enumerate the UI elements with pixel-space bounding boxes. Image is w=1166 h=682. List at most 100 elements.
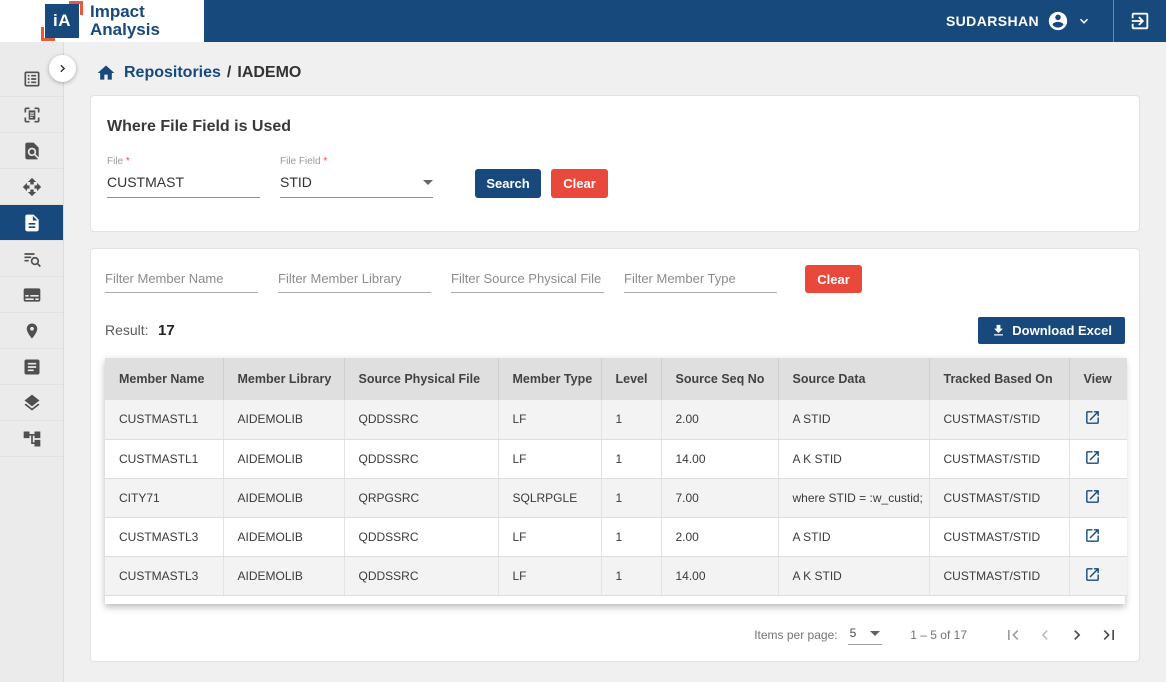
sidebar-item-article[interactable] (0, 349, 63, 385)
first-page-icon (1008, 629, 1019, 640)
user-avatar-icon[interactable] (1047, 10, 1069, 32)
table-cell: CITY71 (105, 478, 224, 518)
filter-member-type-input[interactable] (624, 265, 777, 293)
dropdown-caret-icon (423, 179, 433, 185)
column-header: Source Data (778, 358, 930, 400)
items-per-page-caret-icon (870, 630, 881, 636)
table-cell: AIDEMOLIB (223, 517, 345, 557)
clear-button[interactable]: Clear (551, 169, 608, 198)
table-cell: AIDEMOLIB (223, 556, 345, 596)
open-in-new-icon[interactable] (1084, 409, 1101, 426)
view-cell (1069, 517, 1127, 557)
sidebar-item-scan[interactable] (0, 97, 63, 133)
open-in-new-icon[interactable] (1084, 527, 1101, 544)
open-in-new-icon[interactable] (1084, 449, 1101, 466)
file-input[interactable]: CUSTMAST (107, 167, 260, 198)
sidebar-item-document[interactable] (0, 205, 63, 241)
sidebar-item-layers[interactable] (0, 385, 63, 421)
table-cell: CUSTMASTL1 (105, 400, 224, 440)
table-row: CUSTMASTL3 AIDEMOLIB QDDSSRC LF 1 2.00 A STID C… (105, 517, 1127, 557)
breadcrumb-separator: / (226, 64, 232, 81)
last-page-button[interactable] (1093, 619, 1125, 651)
table-cell: QDDSSRC (344, 400, 499, 440)
table-cell: AIDEMOLIB (223, 400, 345, 440)
file-field[interactable]: File * CUSTMAST (107, 156, 260, 198)
sidebar-item-move[interactable] (0, 169, 63, 205)
results-table-wrap: Member Name Member Library Source Physical… (105, 358, 1127, 604)
file-label: File * (107, 156, 130, 167)
sidebar-item-search-list[interactable] (0, 241, 63, 277)
brand-logo: iA Impact Analysis (0, 0, 204, 42)
filter-member-name-input[interactable] (105, 265, 258, 293)
card-icon (23, 287, 40, 302)
table-cell: A STID (778, 517, 930, 557)
sidebar-item-list[interactable] (0, 61, 63, 97)
sidebar (0, 42, 76, 682)
table-row: CUSTMASTL1 AIDEMOLIB QDDSSRC LF 1 14.00 A K ST… (105, 439, 1127, 479)
items-per-page-select[interactable]: 5 (847, 624, 883, 645)
previous-page-button[interactable] (1029, 619, 1061, 651)
chevron-left-icon (1041, 629, 1048, 640)
table-cell: CUSTMAST/STID (929, 556, 1070, 596)
file-field-dropdown[interactable]: STID (280, 167, 433, 198)
search-list-icon (24, 252, 41, 267)
breadcrumb-current: IADEMO (237, 64, 302, 81)
download-excel-button[interactable]: Download Excel (978, 317, 1125, 344)
results-panel: Clear Result: 17 Download Excel (90, 248, 1140, 662)
app-header: iA Impact Analysis SUDARSHAN (0, 0, 1166, 42)
search-button[interactable]: Search (475, 169, 541, 198)
open-in-new-icon[interactable] (1084, 566, 1101, 583)
table-cell: 1 (601, 517, 662, 557)
sidebar-item-card[interactable] (0, 277, 63, 313)
logout-icon[interactable] (1114, 10, 1166, 32)
clear-filters-button[interactable]: Clear (805, 265, 862, 293)
sidebar-expand-button[interactable] (49, 55, 76, 82)
panel-title: Where File Field is Used (107, 118, 292, 135)
table-cell: QDDSSRC (344, 439, 499, 479)
results-table: Member Name Member Library Source Physical… (105, 358, 1127, 596)
filter-source-physical-file-input[interactable] (451, 265, 604, 293)
table-cell: A STID (778, 400, 930, 440)
next-page-button[interactable] (1061, 619, 1093, 651)
file-field-select[interactable]: File Field * STID (280, 156, 433, 198)
brand-line2: Analysis (90, 20, 160, 39)
location-pin-icon (26, 323, 37, 338)
filter-member-library-input[interactable] (278, 265, 431, 293)
result-label: Result: (105, 321, 149, 338)
table-cell: CUSTMAST/STID (929, 400, 1070, 440)
table-cell: SQLRPGLE (498, 478, 602, 518)
sidebar-item-location[interactable] (0, 313, 63, 349)
first-page-button[interactable] (997, 619, 1029, 651)
table-cell: AIDEMOLIB (223, 478, 345, 518)
table-row: CUSTMASTL1 AIDEMOLIB QDDSSRC LF 1 2.00 A STID C… (105, 400, 1127, 440)
document-search-icon (24, 142, 39, 159)
table-cell: LF (498, 439, 602, 479)
sidebar-item-find-in-document[interactable] (0, 133, 63, 169)
where-file-field-panel: Where File Field is Used File * CUSTMAST… (90, 95, 1140, 232)
column-header: Member Library (223, 358, 345, 400)
column-header: Source Seq No (661, 358, 779, 400)
header-divider (1113, 0, 1114, 42)
table-row: CITY71 AIDEMOLIB QRPGSRC SQLRPGLE 1 7.00 where… (105, 478, 1127, 518)
page-range-label: 1 – 5 of 17 (910, 627, 967, 642)
table-cell: QDDSSRC (344, 556, 499, 596)
result-summary: Result: 17 (105, 322, 175, 340)
download-icon (994, 324, 1004, 336)
logo-text: iA (53, 11, 71, 30)
user-menu-chevron-icon[interactable] (1077, 14, 1091, 28)
column-header: Level (601, 358, 662, 400)
table-cell: LF (498, 556, 602, 596)
sidebar-item-tree[interactable] (0, 421, 63, 457)
items-per-page-label: Items per page: (754, 627, 838, 642)
open-in-new-icon[interactable] (1084, 488, 1101, 505)
table-cell: CUSTMAST/STID (929, 517, 1070, 557)
last-page-icon (1103, 629, 1114, 640)
table-cell: QRPGSRC (344, 478, 499, 518)
table-cell: 7.00 (661, 478, 779, 518)
table-cell: 1 (601, 439, 662, 479)
table-cell: A K STID (778, 556, 930, 596)
home-icon[interactable] (96, 63, 116, 83)
brand-line1: Impact (90, 1, 145, 21)
breadcrumb-repositories[interactable]: Repositories (124, 64, 221, 81)
document-icon (24, 214, 39, 231)
